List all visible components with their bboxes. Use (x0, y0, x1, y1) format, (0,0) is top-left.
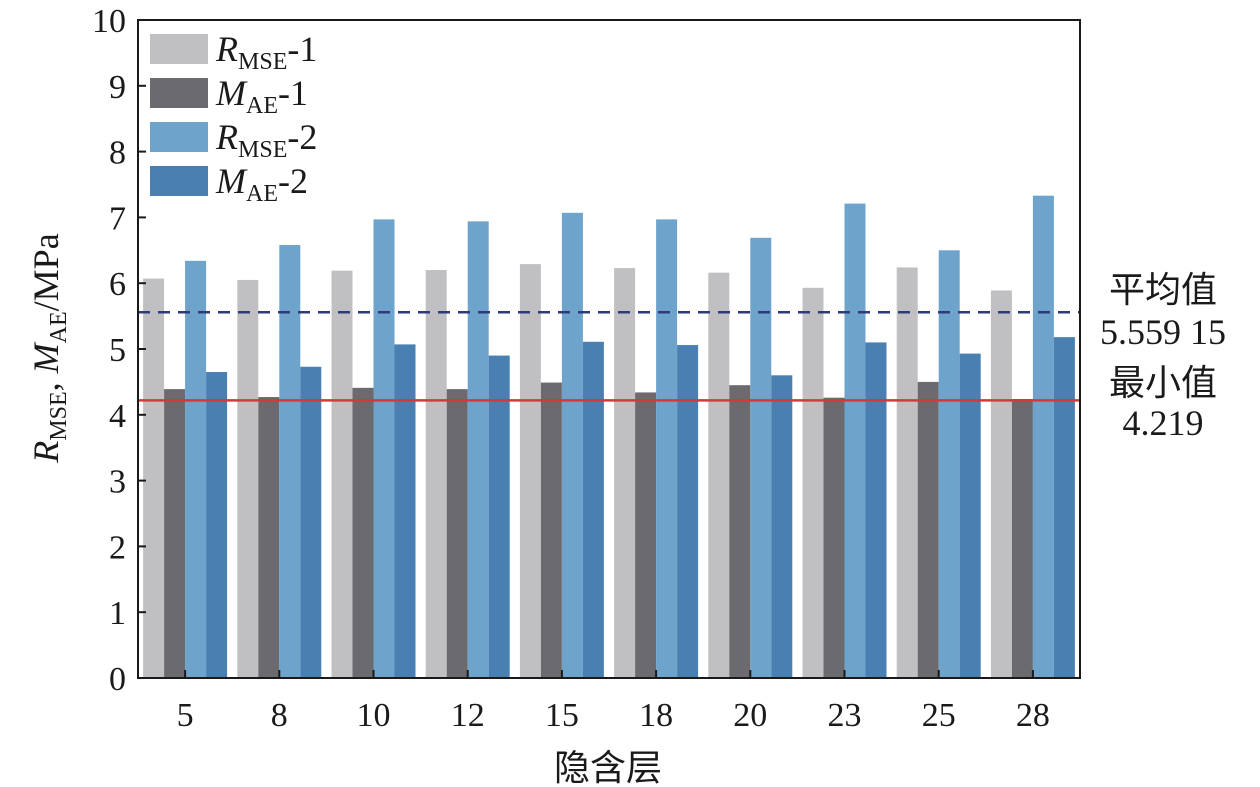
y-tick-label-0: 0 (109, 661, 126, 698)
bar-2-25 (917, 381, 939, 678)
bar-3-8 (279, 245, 301, 678)
legend-swatch-4 (150, 166, 208, 196)
mean-value: 5.559 15 (1100, 312, 1226, 352)
y-title-part-1: R (26, 441, 66, 464)
legend-label-3: RMSE-2 (215, 117, 317, 163)
bar-1-18 (614, 268, 636, 678)
x-axis: 5 8 10 12 15 18 20 23 25 28 (177, 670, 1050, 734)
bar-1-15 (519, 264, 541, 678)
bar-2-12 (446, 389, 468, 678)
bar-2-15 (540, 382, 562, 678)
bar-3-10 (373, 219, 395, 678)
bar-1-8 (237, 279, 259, 678)
bar-3-28 (1032, 195, 1054, 678)
x-tick-label-25: 25 (922, 697, 956, 734)
y-tick-label-3: 3 (109, 464, 126, 501)
min-label: 最小值 (1109, 363, 1217, 403)
bar-1-25 (896, 267, 918, 678)
x-tick-label-10: 10 (357, 697, 391, 734)
bars-layer (143, 195, 1075, 679)
legend-label-1: RMSE-1 (215, 29, 317, 75)
x-tick-label-8: 8 (271, 697, 288, 734)
legend-label-4: MAE-2 (215, 161, 308, 207)
bar-3-25 (938, 250, 960, 679)
bar-4-18 (677, 345, 699, 678)
bar-4-8 (300, 366, 322, 678)
y-title-part-3: M (26, 341, 66, 374)
x-tick-label-5: 5 (177, 697, 194, 734)
bar-3-15 (561, 212, 583, 678)
bar-1-10 (331, 270, 353, 678)
bar-1-5 (143, 278, 165, 678)
y-tick-label-4: 4 (109, 398, 126, 435)
legend-swatch-2 (150, 78, 208, 108)
bar-2-28 (1011, 399, 1033, 678)
bar-1-23 (802, 287, 824, 678)
y-title-sub-1: MSE (46, 391, 72, 440)
bar-3-18 (656, 219, 678, 678)
legend-label-2: MAE-1 (215, 73, 308, 119)
y-tick-label-9: 9 (109, 69, 126, 106)
bar-1-28 (990, 290, 1012, 678)
x-tick-label-20: 20 (733, 697, 767, 734)
y-title-sub-2: AE (46, 311, 72, 343)
y-title-part-2: , (26, 373, 66, 391)
bar-2-18 (635, 392, 657, 678)
bar-4-28 (1053, 337, 1075, 678)
x-tick-label-12: 12 (451, 697, 485, 734)
y-tick-label-8: 8 (109, 135, 126, 172)
bar-4-12 (488, 355, 510, 678)
x-tick-label-15: 15 (545, 697, 579, 734)
bar-4-25 (959, 353, 981, 678)
legend-swatch-3 (150, 122, 208, 152)
mean-label: 平均值 (1109, 270, 1217, 310)
y-title-part-4: /MPa (26, 233, 66, 311)
reference-annotations: 平均值 5.559 15 最小值 4.219 (1100, 270, 1226, 443)
bar-4-20 (771, 375, 793, 678)
bar-4-10 (394, 344, 416, 678)
bar-3-5 (185, 260, 207, 678)
bar-3-20 (750, 237, 772, 678)
bar-4-15 (582, 341, 604, 678)
bar-2-5 (164, 389, 186, 678)
bar-2-10 (352, 387, 374, 678)
y-tick-label-5: 5 (109, 332, 126, 369)
x-tick-label-28: 28 (1016, 697, 1050, 734)
y-axis: 0 1 2 3 4 5 6 7 8 9 10 (92, 3, 146, 698)
bar-2-20 (729, 385, 751, 678)
y-tick-label-1: 1 (109, 595, 126, 632)
x-tick-label-18: 18 (639, 697, 673, 734)
bar-3-23 (844, 203, 866, 678)
y-tick-label-7: 7 (109, 200, 126, 237)
y-tick-label-2: 2 (109, 529, 126, 566)
bar-2-23 (823, 397, 845, 678)
bar-4-5 (206, 372, 228, 678)
legend-swatch-1 (150, 34, 208, 64)
y-tick-label-6: 6 (109, 266, 126, 303)
bar-1-12 (425, 270, 447, 678)
y-tick-label-10: 10 (92, 3, 126, 40)
bar-2-8 (258, 397, 280, 678)
bar-1-20 (708, 272, 730, 678)
x-tick-label-23: 23 (828, 697, 862, 734)
reference-lines (138, 310, 1080, 402)
y-axis-title: RMSE, MAE/MPa (26, 233, 72, 463)
min-value: 4.219 (1123, 403, 1204, 443)
bar-4-23 (865, 342, 887, 678)
bar-3-12 (467, 221, 489, 678)
x-axis-title: 隐含层 (554, 748, 662, 787)
